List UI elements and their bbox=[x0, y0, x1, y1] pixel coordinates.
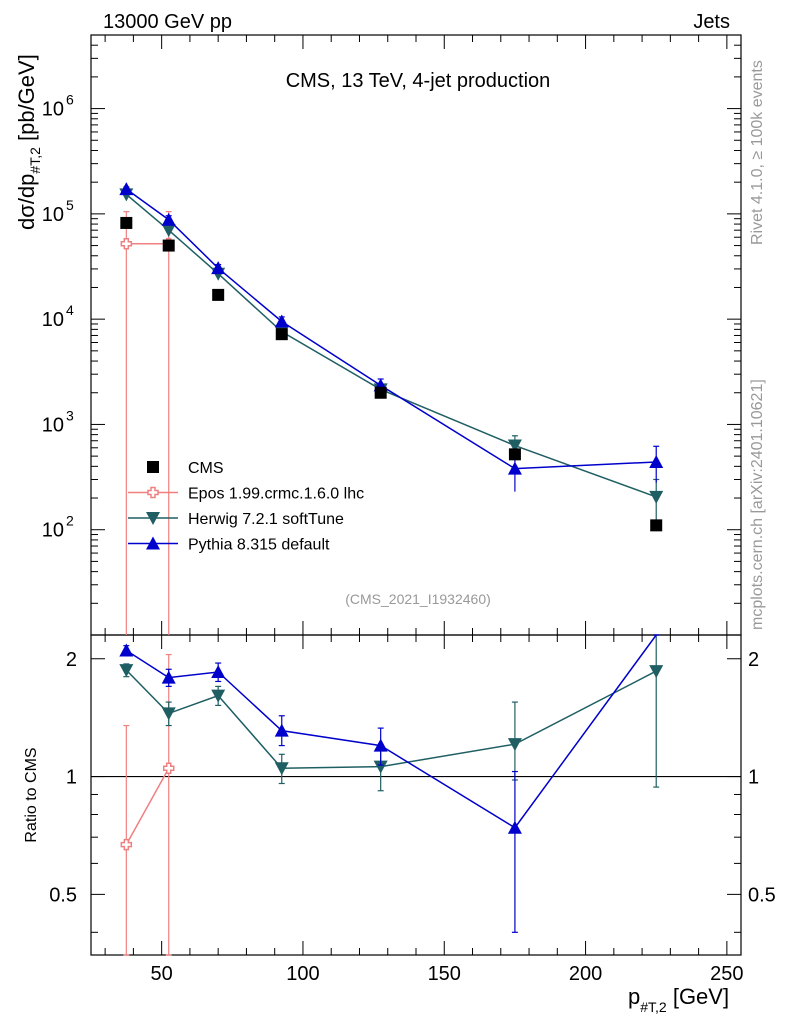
ratio-point bbox=[373, 760, 388, 774]
data-point bbox=[162, 239, 175, 252]
data-point bbox=[508, 448, 521, 461]
ratio-tick-label-right: 1 bbox=[748, 767, 759, 789]
ratio-point bbox=[507, 738, 522, 752]
legend-label: Pythia 8.315 default bbox=[188, 537, 330, 554]
x-tick-label: 150 bbox=[428, 963, 461, 985]
data-point bbox=[275, 328, 288, 341]
ratio-tick-label: 2 bbox=[66, 649, 77, 671]
y-tick-label: 10 bbox=[42, 99, 64, 121]
y-tick-label: 10 bbox=[42, 520, 64, 542]
data-point bbox=[119, 182, 134, 196]
series-line bbox=[125, 193, 657, 498]
y-tick-exponent: 5 bbox=[66, 197, 74, 213]
legend-label: Epos 1.99.crmc.1.6.0 lhc bbox=[188, 486, 364, 503]
x-tick-label: 250 bbox=[710, 963, 743, 985]
data-point bbox=[649, 454, 664, 468]
ratio-point bbox=[120, 838, 133, 851]
ratio-point bbox=[274, 762, 289, 776]
data-point bbox=[161, 224, 176, 238]
ratio-point bbox=[211, 689, 226, 703]
x-tick-label: 100 bbox=[286, 963, 319, 985]
x-tick-label: 200 bbox=[569, 963, 602, 985]
y-tick-exponent: 2 bbox=[66, 513, 74, 529]
ratio-line bbox=[125, 634, 657, 829]
legend-marker bbox=[147, 461, 159, 473]
ratio-point bbox=[507, 820, 522, 834]
legend-marker bbox=[146, 536, 160, 550]
series-0 bbox=[120, 216, 663, 532]
data-point bbox=[650, 519, 663, 532]
header-left-label: 13000 GeV pp bbox=[103, 11, 232, 33]
chart-title: CMS, 13 TeV, 4-jet production bbox=[286, 70, 551, 92]
data-point bbox=[212, 288, 225, 301]
y-tick-label: 10 bbox=[42, 204, 64, 226]
ratio-tick-label: 1 bbox=[66, 767, 77, 789]
y-tick-exponent: 6 bbox=[66, 92, 74, 108]
y-tick-exponent: 3 bbox=[66, 407, 74, 423]
ratio-line bbox=[125, 767, 170, 845]
ratio-point bbox=[119, 643, 134, 657]
y-tick-label: 10 bbox=[42, 414, 64, 436]
legend-label: Herwig 7.2.1 softTune bbox=[188, 511, 344, 528]
y-axis-label: dσ/dp#T,2 [pb/GeV] bbox=[14, 54, 43, 230]
series-line bbox=[125, 188, 657, 470]
ratio-line bbox=[125, 669, 657, 770]
ratio-point bbox=[274, 723, 289, 737]
data-point bbox=[507, 439, 522, 453]
rivet-version-label: Rivet 4.1.0, ≥ 100k events bbox=[749, 60, 766, 245]
data-point bbox=[211, 261, 226, 275]
ratio-point bbox=[373, 738, 388, 752]
data-point bbox=[120, 238, 133, 250]
series-1 bbox=[120, 211, 175, 956]
ratio-tick-label-right: 2 bbox=[748, 649, 759, 671]
ratio-plot-frame bbox=[90, 634, 742, 956]
data-point bbox=[161, 212, 176, 226]
ratio-point bbox=[161, 670, 176, 684]
data-point bbox=[374, 386, 387, 399]
data-point bbox=[507, 461, 522, 475]
ratio-point bbox=[649, 665, 664, 679]
ratio-point bbox=[119, 664, 134, 678]
ratio-tick-label-right: 0.5 bbox=[748, 884, 776, 906]
ratio-point bbox=[161, 707, 176, 721]
ratio-axis-label: Ratio to CMS bbox=[23, 747, 40, 842]
header-right-label: Jets bbox=[693, 11, 730, 33]
data-point bbox=[120, 216, 133, 229]
ratio-point bbox=[211, 665, 226, 679]
legend-marker bbox=[146, 512, 160, 525]
x-tick-label: 50 bbox=[151, 963, 173, 985]
legend-marker bbox=[147, 486, 159, 499]
data-point bbox=[649, 490, 664, 504]
y-tick-label: 10 bbox=[42, 309, 64, 331]
ratio-tick-label: 0.5 bbox=[49, 884, 77, 906]
data-point bbox=[274, 314, 289, 328]
analysis-id-label: (CMS_2021_I1932460) bbox=[345, 591, 491, 607]
series-3 bbox=[119, 182, 664, 933]
legend-label: CMS bbox=[188, 460, 224, 477]
x-axis-label: p#T,2 [GeV] bbox=[628, 984, 729, 1015]
ratio-point bbox=[162, 762, 175, 775]
mcplots-source-label: mcplots.cern.ch [arXiv:2401.10621] bbox=[749, 379, 766, 630]
y-tick-exponent: 4 bbox=[66, 302, 74, 318]
